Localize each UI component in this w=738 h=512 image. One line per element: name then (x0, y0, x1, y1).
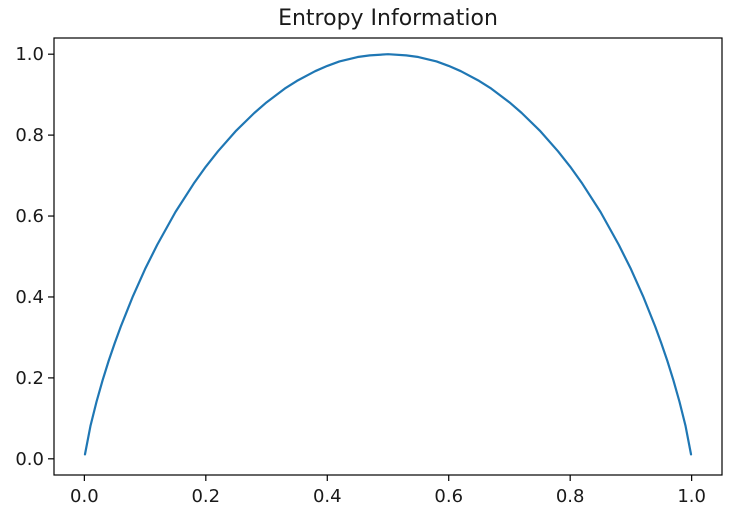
x-axis: 0.0 0.2 0.4 0.6 0.8 1.0 (70, 475, 706, 507)
plot-area (83, 53, 693, 456)
y-tick-label: 0.0 (15, 449, 44, 470)
y-tick-label: 1.0 (15, 44, 44, 65)
x-tick-label: 0.2 (191, 486, 220, 507)
series-line-0 (83, 53, 693, 456)
axes-frame (53, 37, 723, 476)
y-axis: 0.0 0.2 0.4 0.6 0.8 1.0 (15, 44, 54, 470)
x-tick-label: 0.4 (313, 486, 342, 507)
y-tick-label: 0.8 (15, 125, 44, 146)
x-tick-label: 0.6 (434, 486, 463, 507)
y-tick-label: 0.4 (15, 287, 44, 308)
x-tick-label: 1.0 (677, 486, 706, 507)
x-tick-label: 0.8 (556, 486, 585, 507)
x-tick-label: 0.0 (70, 486, 99, 507)
y-tick-label: 0.6 (15, 206, 44, 227)
chart-title: Entropy Information (278, 6, 498, 31)
y-tick-label: 0.2 (15, 368, 44, 389)
